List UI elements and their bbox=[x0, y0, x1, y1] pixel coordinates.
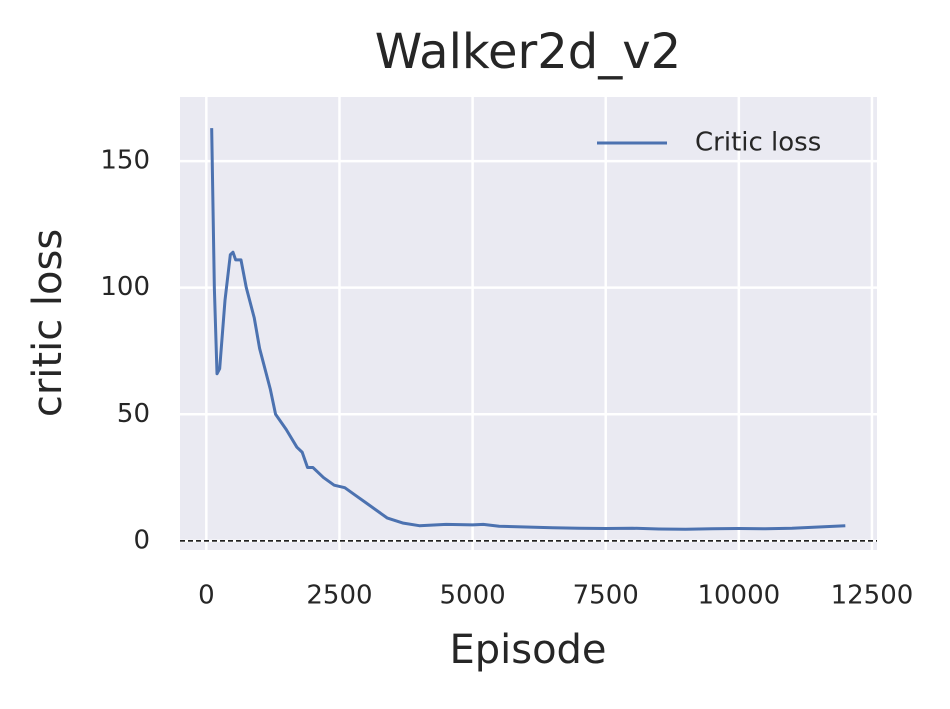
plot-area bbox=[180, 97, 877, 550]
chart-title: Walker2d_v2 bbox=[375, 24, 681, 80]
x-tick-label: 2500 bbox=[306, 581, 372, 611]
legend: Critic loss bbox=[597, 128, 821, 158]
legend-label: Critic loss bbox=[695, 128, 821, 158]
x-tick-label: 0 bbox=[198, 581, 215, 611]
x-tick-label: 12500 bbox=[831, 581, 914, 611]
y-axis-label: critic loss bbox=[25, 229, 71, 417]
x-axis-label: Episode bbox=[449, 627, 606, 673]
y-tick-label: 150 bbox=[100, 146, 150, 176]
marks bbox=[180, 128, 877, 542]
x-tick-label: 7500 bbox=[573, 581, 639, 611]
data-line bbox=[210, 128, 846, 531]
y-tick-label: 100 bbox=[100, 272, 150, 302]
x-tick-label: 10000 bbox=[697, 581, 780, 611]
y-tick-label: 0 bbox=[133, 525, 150, 555]
x-tick-label: 5000 bbox=[440, 581, 506, 611]
y-tick-label: 50 bbox=[117, 399, 150, 429]
